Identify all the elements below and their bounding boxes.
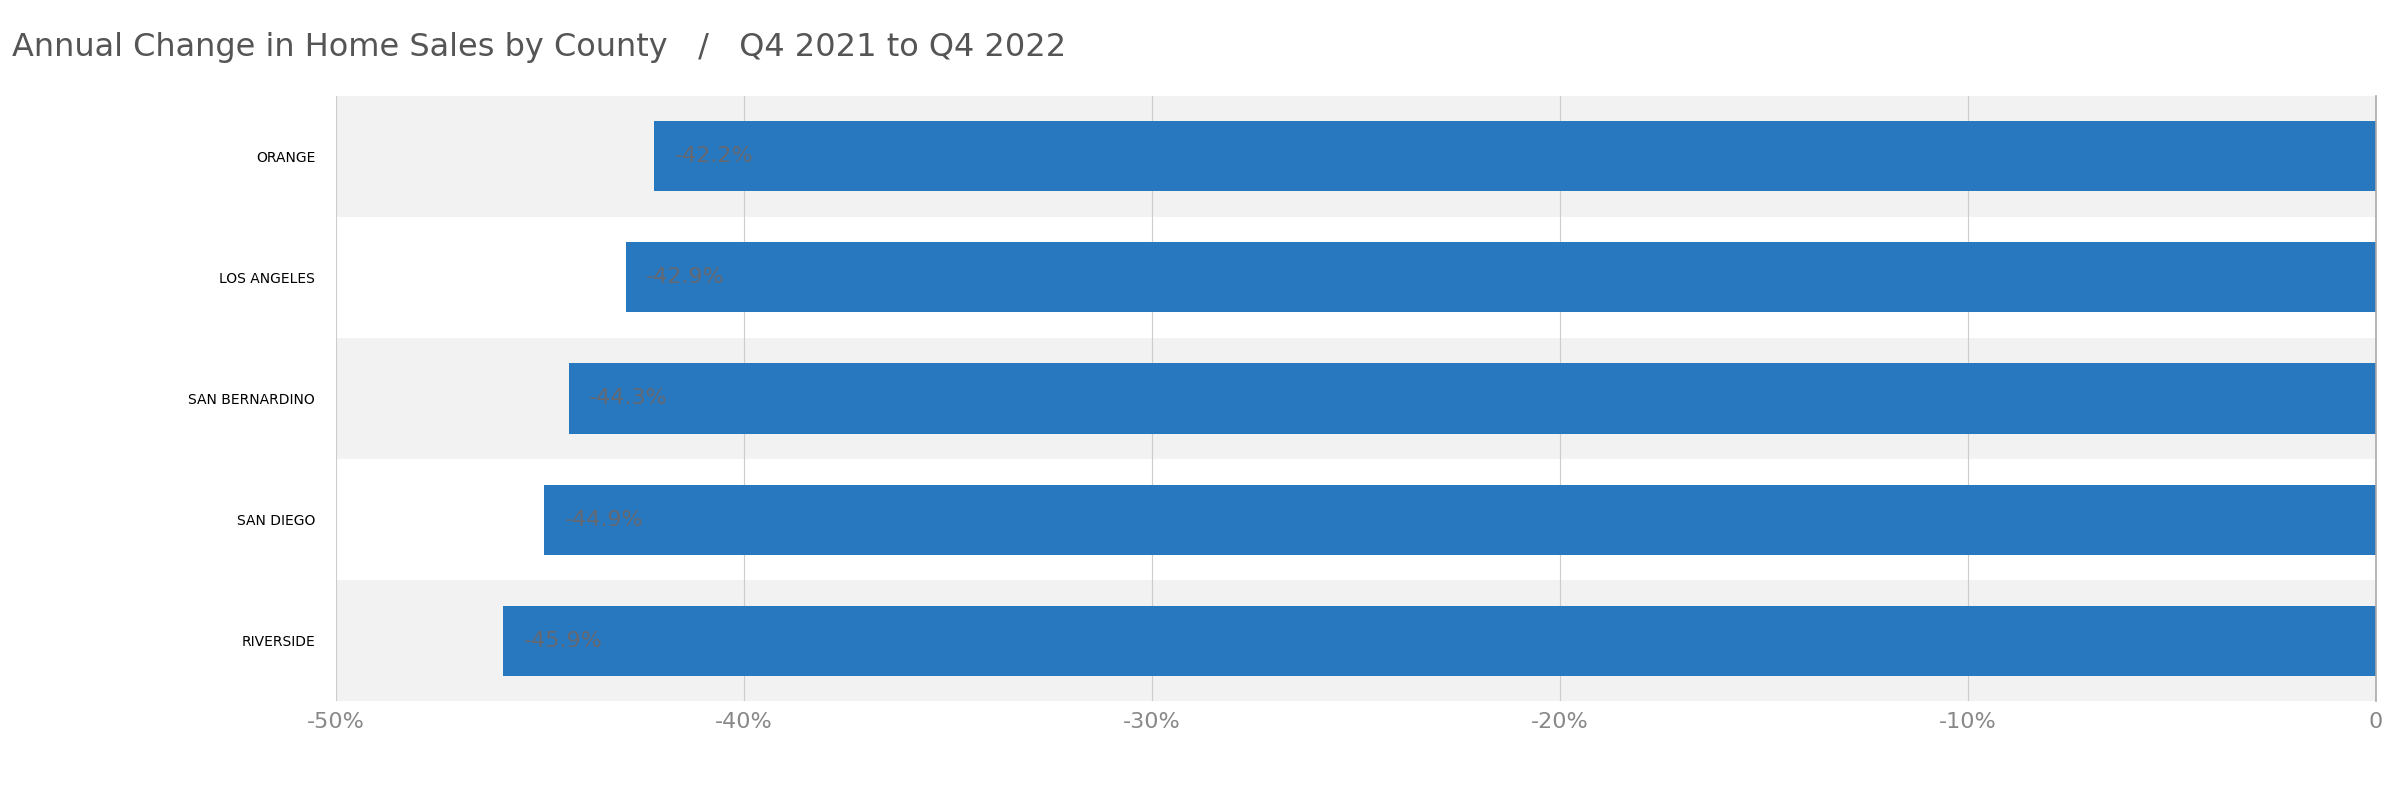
Text: -45.9%: -45.9% [523, 630, 602, 651]
Bar [336, 338, 2376, 459]
Text: -42.2%: -42.2% [674, 146, 754, 167]
Bar [545, 485, 2376, 555]
Bar [336, 580, 2376, 701]
Text: Annual Change in Home Sales by County   /   Q4 2021 to Q4 2022: Annual Change in Home Sales by County / … [12, 32, 1066, 63]
Text: -44.9%: -44.9% [564, 509, 643, 530]
Bar [569, 363, 2376, 434]
Bar [655, 121, 2376, 191]
Bar [504, 606, 2376, 676]
Bar [336, 217, 2376, 338]
Text: -42.9%: -42.9% [646, 267, 725, 288]
Text: -44.3%: -44.3% [588, 388, 667, 409]
Bar [336, 459, 2376, 580]
Bar [336, 96, 2376, 217]
Bar [626, 242, 2376, 312]
